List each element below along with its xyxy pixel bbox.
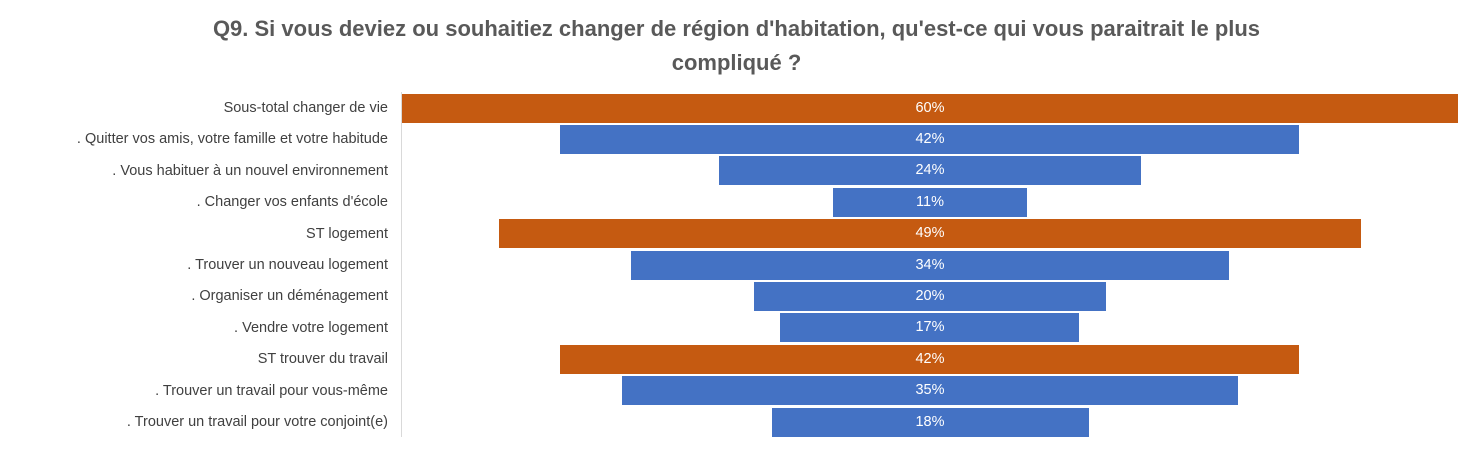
data-label: 34% [915, 257, 945, 273]
bar [631, 251, 1229, 280]
bar [754, 282, 1106, 311]
category-label: ST logement [306, 226, 388, 242]
category-label: . Trouver un travail pour vous-même [155, 383, 388, 399]
data-label: 49% [915, 225, 945, 241]
bar [772, 408, 1089, 437]
bar [622, 376, 1238, 405]
data-label: 18% [915, 414, 945, 430]
chart-title: Q9. Si vous deviez ou souhaitiez changer… [0, 12, 1473, 80]
bar [499, 219, 1361, 248]
category-label: . Changer vos enfants d'école [196, 194, 388, 210]
data-label: 42% [915, 351, 945, 367]
data-label: 60% [915, 100, 945, 116]
data-label: 17% [915, 319, 945, 335]
data-label: 35% [915, 382, 945, 398]
category-label: . Organiser un déménagement [191, 288, 388, 304]
chart-title-line-1: Q9. Si vous deviez ou souhaitiez changer… [212, 16, 1261, 41]
category-label: . Trouver un travail pour votre conjoint… [126, 414, 388, 430]
category-label: . Trouver un nouveau logement [187, 257, 388, 273]
category-label: Sous-total changer de vie [223, 100, 388, 116]
bar [560, 125, 1299, 154]
data-label: 11% [916, 194, 944, 210]
bar [560, 345, 1299, 374]
data-label: 20% [915, 288, 945, 304]
bar [719, 156, 1141, 185]
category-label: ST trouver du travail [257, 351, 388, 367]
category-label: . Vous habituer à un nouvel environnemen… [112, 163, 388, 179]
category-axis-line [401, 92, 402, 437]
data-label: 42% [915, 131, 945, 147]
data-label: 24% [915, 162, 945, 178]
bar [833, 188, 1027, 217]
category-label: . Quitter vos amis, votre famille et vot… [76, 131, 388, 147]
category-label: . Vendre votre logement [234, 320, 388, 336]
bar [402, 94, 1458, 123]
bar [780, 313, 1079, 342]
chart-title-line-2: compliqué ? [671, 50, 802, 75]
